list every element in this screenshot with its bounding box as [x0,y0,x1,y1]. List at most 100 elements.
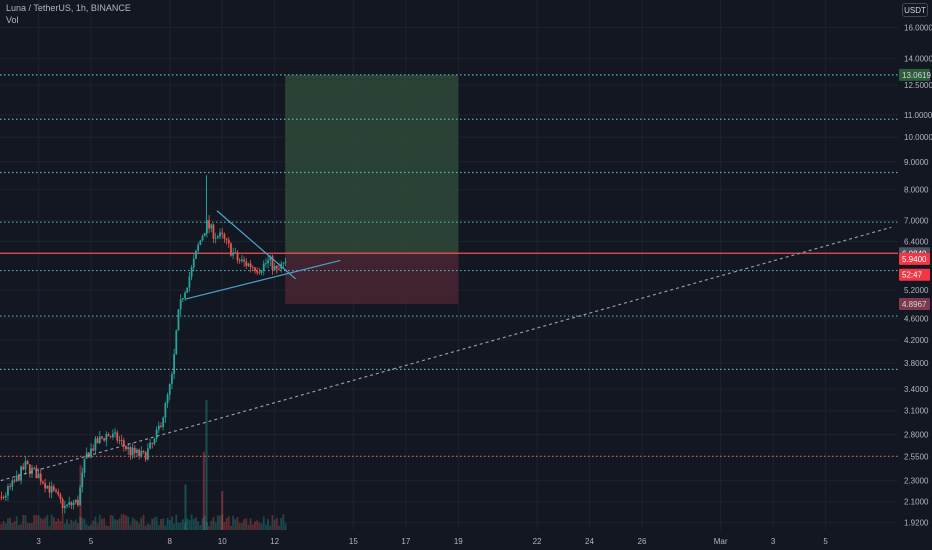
volume-bar [175,514,178,530]
candle-body [138,449,141,457]
volume-bar [168,519,171,530]
volume-bar [131,517,134,530]
volume-bar [59,520,62,530]
y-tick-label-17: 2.3000 [904,476,929,485]
candle-body [103,438,106,441]
candle-body [171,374,173,384]
candle-body [26,461,29,465]
candle-body [107,434,110,437]
candle-body [146,448,149,460]
candle-body [260,270,263,273]
volume-bar [70,519,73,530]
volume-bar [212,516,215,530]
candle-body [72,502,75,506]
candle-body [186,287,189,293]
candle-body [22,466,25,470]
horizontal-levels[interactable] [0,74,898,457]
candle-body [11,480,14,487]
volume-bar [118,518,121,530]
volume-bar [33,515,36,530]
x-tick-label-7: 19 [454,537,463,546]
y-tick-label-13: 3.4000 [904,385,929,394]
volume-bar [201,518,204,530]
candle-body [230,243,232,256]
volume-bar [90,524,92,530]
price-label-bg-0 [899,68,930,81]
volume-bar [251,524,254,530]
candle-body [265,263,267,265]
candle-body [149,442,151,449]
x-tick-label-6: 17 [401,537,410,546]
volume-bar [280,517,283,530]
volume-bar [0,524,3,530]
volume-bar [125,515,127,530]
candle-body [122,440,125,446]
candle-body [249,263,252,268]
currency-button[interactable]: USDT [902,3,928,17]
candle-body [96,438,99,444]
volume-bar [258,522,261,530]
y-tick-label-9: 5.2000 [904,286,929,295]
volume-bar [265,524,267,530]
trendlines[interactable] [0,210,892,486]
volume-bar [28,523,31,530]
candle-body [144,451,147,460]
candle-body [179,299,182,310]
candle-body [175,330,178,355]
symbol-title: Luna / TetherUS, 1h, BINANCE [6,3,131,13]
candle-body [129,447,132,456]
candle-body [221,232,224,235]
volume-bar [256,520,259,530]
volume-indicator-label[interactable]: Vol [6,15,19,25]
candle-body [271,256,274,270]
x-tick-label-8: 22 [533,537,542,546]
candle-body [162,417,165,427]
price-axis[interactable]: 16.0000 14.0000 12.5000 11.0000 10.0000 9.000… [904,24,932,528]
volume-bar [230,525,232,530]
volume-bar [39,517,42,530]
volume-bar [260,523,263,530]
candle-body [240,259,243,261]
volume-bar [284,523,287,530]
y-tick-label-7: 7.0000 [904,217,929,226]
candle-body [74,499,77,503]
volume-bar [129,524,132,530]
candle-body [140,450,143,457]
candle-body [68,502,71,505]
candle-body [90,448,92,458]
volume-bar [133,519,136,530]
volume-bar [144,525,147,530]
volume-bar [164,525,167,530]
volume-bar [206,522,208,530]
volume-bar [46,514,49,530]
price-label-2: 5.9400 [902,255,927,264]
price-label-bg-3 [899,268,930,281]
candle-body [63,505,66,509]
volume-bar [140,517,143,530]
volume-bar [186,518,189,530]
x-tick-label-9: 24 [585,537,594,546]
x-tick-label-3: 10 [218,537,227,546]
volume-bar [2,520,5,530]
y-tick-label-18: 2.1000 [904,498,929,507]
candle-body [232,252,235,256]
volume-bar [243,519,245,530]
volume-bar [142,514,145,530]
volume-bar [151,518,154,530]
position-zones[interactable] [285,74,459,304]
candle-body [208,220,210,229]
time-axis[interactable]: 3 5 8 10 12 15 17 19 22 24 26 Mar 3 5 [36,537,828,546]
volume-bar [37,515,40,530]
volume-bar [57,518,60,530]
volume-bar [146,523,149,530]
candle-body [153,438,156,444]
candle-body [92,448,95,451]
candle-body [77,499,79,506]
candle-body [245,261,248,266]
candlestick-series [0,175,287,514]
volume-bar [85,524,88,530]
volume-bar [22,514,25,530]
candle-body [114,432,116,434]
